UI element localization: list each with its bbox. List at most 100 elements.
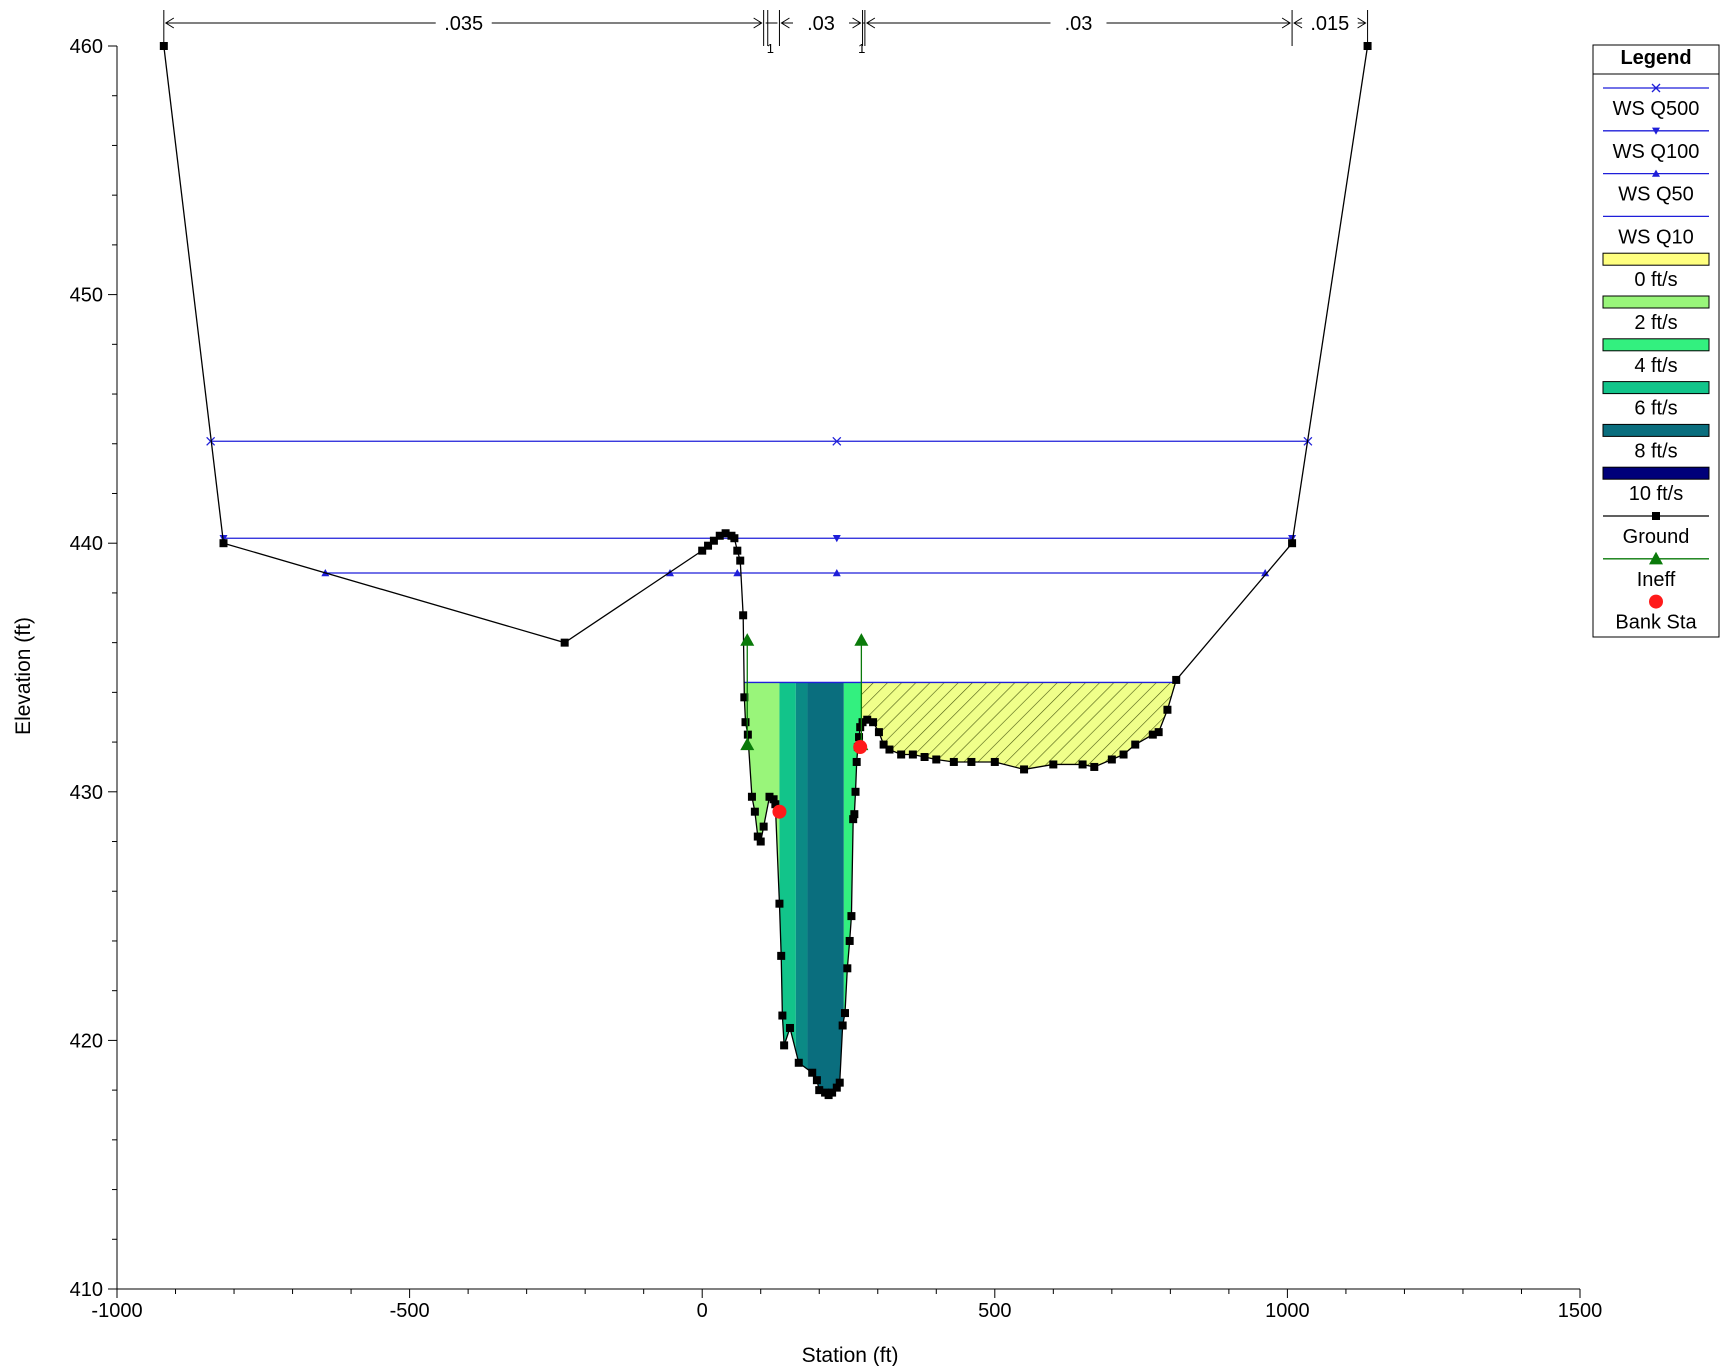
velocity-slice	[807, 682, 844, 1096]
ground-point	[1049, 760, 1058, 769]
ground-point	[1119, 750, 1128, 759]
legend-item: 8 ft/s	[1602, 423, 1710, 462]
ground-point	[747, 792, 756, 801]
mannings-small-label: 1	[767, 41, 774, 56]
ground-point	[733, 546, 742, 555]
ground-point	[897, 750, 906, 759]
water-surface-ws-q50-marker	[733, 569, 742, 577]
axes-layer: -1000 -500 0 500 1000 1500 410 420 430 440 450 460	[70, 36, 1603, 1322]
ground-point	[1107, 755, 1116, 764]
ground-point	[740, 693, 749, 702]
water-surface-ws-q100-marker	[832, 535, 841, 543]
legend-label: Ineff	[1637, 569, 1676, 591]
legend-marker	[1649, 551, 1663, 565]
ground-point	[1131, 740, 1140, 749]
legend-item: 0 ft/s	[1602, 252, 1710, 291]
legend-swatch	[1602, 423, 1710, 437]
legend-label: WS Q500	[1613, 98, 1700, 120]
legend-label: WS Q100	[1613, 141, 1700, 163]
x-tick-label: 0	[697, 1300, 708, 1322]
ground-point	[219, 539, 228, 548]
legend-item: 2 ft/s	[1602, 295, 1710, 334]
ground-point	[849, 815, 858, 824]
mannings-n-label: .015	[1310, 13, 1349, 35]
legend-label: WS Q50	[1618, 184, 1694, 206]
ground-point	[759, 822, 768, 831]
legend-swatch	[1602, 295, 1710, 309]
water-surface-ws-q500-marker-stroke	[832, 436, 842, 446]
legend-item: WS Q100	[1603, 127, 1709, 163]
y-tick-label: 430	[70, 782, 103, 804]
water-surface-ws-q50-marker	[832, 569, 841, 577]
ground-point	[1154, 728, 1163, 737]
y-axis-label: Elevation (ft)	[12, 617, 35, 735]
ineffective-flow-area	[861, 682, 1178, 770]
ground-point	[990, 757, 999, 766]
legend-item: WS Q50	[1603, 169, 1709, 206]
ground-point	[769, 795, 778, 804]
legend-label: Ground	[1623, 526, 1690, 548]
ground-point	[780, 1041, 789, 1050]
mannings-arrow-head	[865, 17, 876, 29]
ground-point	[828, 1088, 837, 1097]
ineffective-marker	[740, 633, 755, 646]
ground-point	[885, 745, 894, 754]
ground-point	[721, 529, 730, 538]
ground-point	[771, 800, 780, 809]
legend-item: Ground	[1603, 512, 1709, 548]
y-tick-label: 410	[70, 1279, 103, 1301]
ground-point	[920, 752, 929, 761]
y-tick-label: 450	[70, 285, 103, 307]
ground-point	[852, 757, 861, 766]
water-surface-ws-q500-marker	[832, 436, 842, 446]
ground-point	[709, 536, 718, 545]
legend: Legend WS Q500 WS Q100 WS Q50 WS Q10 0 ft/s 2…	[1592, 44, 1720, 638]
legend-swatch	[1602, 381, 1710, 395]
legend-label: WS Q10	[1618, 226, 1694, 248]
legend-title: Legend	[1620, 47, 1691, 69]
ground-point	[908, 750, 917, 759]
ground-point	[949, 757, 958, 766]
mannings-arrow-head	[1281, 17, 1292, 29]
x-tick-label: -1000	[91, 1300, 142, 1322]
water-surface-ws-q100-marker	[1288, 535, 1297, 543]
ground-point	[753, 832, 762, 841]
ground-point	[832, 1083, 841, 1092]
ground-point	[785, 1023, 794, 1032]
x-axis-label: Station (ft)	[802, 1344, 899, 1366]
ground-point	[815, 1086, 824, 1095]
mannings-arrow-head	[753, 17, 763, 29]
ground-point	[1148, 730, 1157, 739]
ground-point	[778, 1011, 787, 1020]
ground-point	[840, 1009, 849, 1018]
legend-marker-stroke	[1651, 83, 1661, 93]
ground-point	[847, 912, 856, 921]
ground-point	[741, 718, 750, 727]
mannings-arrow-head	[164, 17, 175, 29]
legend-label: 4 ft/s	[1634, 355, 1677, 377]
ground-point	[856, 723, 865, 732]
x-tick-label: -500	[390, 1300, 430, 1322]
mannings-arrow-head	[780, 17, 790, 29]
legend-marker	[1652, 127, 1660, 135]
ground-point	[560, 638, 569, 647]
ground-point	[874, 728, 883, 737]
legend-item: Ineff	[1603, 551, 1709, 591]
ground-point	[863, 715, 872, 724]
marker-layer	[740, 633, 869, 819]
velocity-slice	[744, 682, 780, 904]
legend-swatch	[1602, 466, 1710, 480]
water-surface-layer	[206, 436, 1313, 684]
y-tick-label: 420	[70, 1030, 103, 1052]
legend-swatch	[1602, 338, 1710, 352]
ground-point	[858, 718, 867, 727]
ground-point	[739, 611, 748, 620]
legend-swatch	[1602, 252, 1710, 266]
y-tick-label: 460	[70, 36, 103, 58]
ineffective-marker	[740, 737, 755, 751]
ground-point	[736, 556, 745, 565]
ground-point	[1163, 705, 1172, 714]
bank-station-marker	[772, 804, 787, 819]
ground-point	[851, 787, 860, 796]
velocity-slice	[795, 682, 808, 1070]
